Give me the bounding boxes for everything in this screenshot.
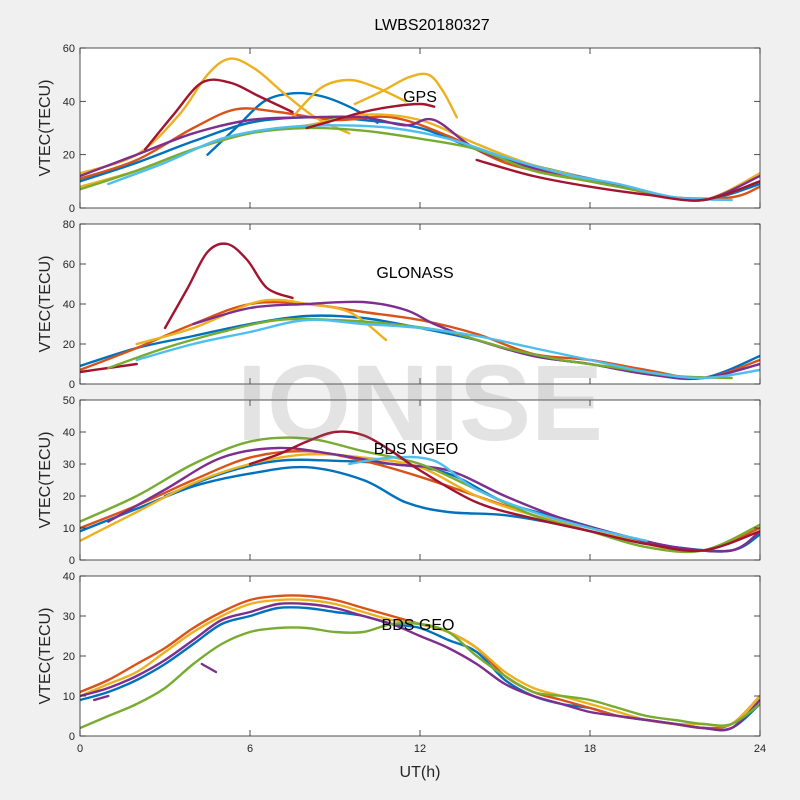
y-tick-label: 80	[63, 219, 75, 231]
watermark: IONISE	[237, 342, 603, 463]
y-tick-label: 40	[63, 299, 75, 311]
series-line-11	[144, 78, 294, 151]
series-line-5	[135, 298, 388, 346]
series-line-8	[135, 318, 760, 380]
panel-3: 0 10 20 30 40 50 VTEC(TECU) BDS NGEO	[37, 395, 761, 567]
series-line-13	[475, 158, 760, 202]
y-axis-label: VTEC(TECU)	[37, 432, 54, 529]
x-tick-label: 12	[414, 743, 426, 755]
x-tick-label: 0	[77, 743, 83, 755]
panel-4: 0 6 12 18 24 0 10 20 30 40 VTEC(TECU) BDS GEO	[37, 571, 766, 755]
y-axis-label: VTEC(TECU)	[37, 608, 54, 705]
series-line-10	[107, 124, 733, 202]
series-line-7	[348, 455, 648, 542]
plot-area	[80, 576, 760, 736]
y-axis-label: VTEC(TECU)	[37, 80, 54, 177]
series-line-7	[93, 694, 110, 702]
y-tick-label: 20	[63, 339, 75, 351]
series-line-2	[206, 91, 379, 156]
series-group	[80, 430, 760, 554]
series-line-1	[163, 242, 294, 330]
series-line-6	[200, 662, 218, 674]
x-tick-label: 18	[584, 743, 596, 755]
series-line-6	[80, 436, 760, 554]
panel-1: 0 20 40 60 VTEC(TECU) GPS	[37, 43, 761, 215]
y-tick-label: 60	[63, 43, 75, 55]
series-group	[80, 242, 760, 381]
series-line-8	[248, 430, 760, 553]
y-tick-label: 40	[63, 96, 75, 108]
figure-title: LWBS20180327	[374, 17, 489, 34]
series-line-6	[353, 72, 458, 119]
x-axis-label: UT(h)	[400, 764, 441, 781]
y-axis-label: VTEC(TECU)	[37, 256, 54, 353]
panel-annotation: BDS NGEO	[374, 441, 458, 458]
y-tick-label: 20	[63, 150, 75, 162]
y-tick-label: 0	[69, 379, 75, 391]
y-tick-label: 30	[63, 459, 75, 471]
panel-annotation: GLONASS	[376, 265, 453, 282]
y-tick-label: 0	[69, 203, 75, 215]
y-tick-label: 20	[63, 491, 75, 503]
plot-area	[80, 224, 760, 384]
series-group	[80, 594, 760, 732]
series-line-12	[305, 102, 436, 130]
panel-2: 0 20 40 60 80 VTEC(TECU) GLONASS	[37, 219, 761, 391]
y-tick-label: 20	[63, 651, 75, 663]
y-tick-label: 40	[63, 571, 75, 583]
y-tick-label: 30	[63, 611, 75, 623]
y-tick-label: 10	[63, 691, 75, 703]
y-tick-label: 10	[63, 523, 75, 535]
y-tick-label: 60	[63, 259, 75, 271]
panel-annotation: GPS	[403, 89, 437, 106]
y-tick-label: 50	[63, 395, 75, 407]
series-line-5	[80, 621, 760, 730]
series-line-4	[80, 602, 760, 732]
x-tick-label: 24	[754, 743, 766, 755]
series-line-5	[291, 78, 407, 119]
y-tick-label: 0	[69, 731, 75, 743]
y-tick-label: 40	[63, 427, 75, 439]
y-tick-label: 0	[69, 555, 75, 567]
series-group	[80, 57, 760, 202]
panel-annotation: BDS GEO	[382, 617, 455, 634]
x-tick-label: 6	[247, 743, 253, 755]
